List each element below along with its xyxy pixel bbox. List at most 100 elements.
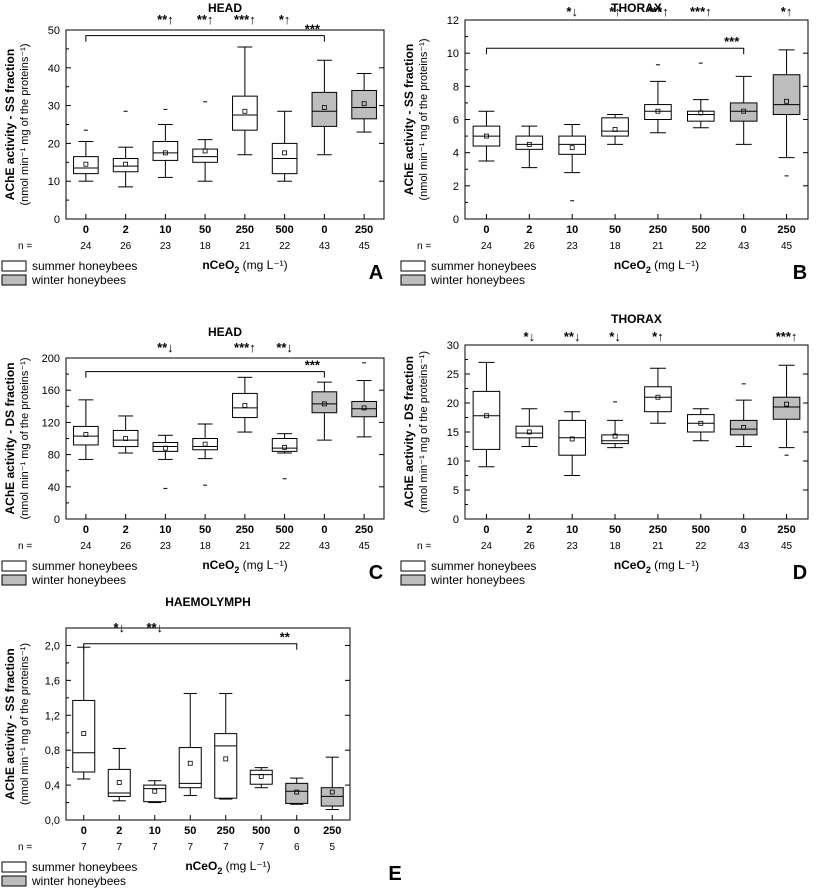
- sample-size-label: 45: [781, 241, 793, 252]
- sample-size-label: 45: [781, 541, 793, 552]
- box-summer-0: [73, 129, 99, 182]
- x-tick-label: 2: [116, 825, 122, 837]
- box-summer-250: [644, 64, 672, 134]
- legend-label-summer: summer honeybees: [32, 259, 137, 273]
- box-summer-50: [192, 423, 218, 486]
- x-tick-label: 500: [692, 224, 710, 236]
- mean-marker: [81, 731, 87, 736]
- x-axis-label-unit: (mg L⁻¹): [222, 859, 270, 873]
- legend-swatch-summer: [1, 861, 27, 873]
- x-axis-label-unit: (mg L⁻¹): [651, 258, 699, 272]
- x-tick-label: 2: [123, 224, 129, 236]
- sample-size-label: 24: [80, 241, 92, 252]
- x-tick-label: 250: [355, 524, 373, 536]
- x-tick-label: 250: [217, 825, 235, 837]
- box-iqr: [72, 699, 96, 773]
- x-tick-label: 0: [294, 825, 300, 837]
- panel-letter: E: [388, 863, 401, 885]
- y-tick-label: 10: [447, 456, 459, 468]
- box-summer-50: [178, 692, 202, 797]
- sample-size-label: 21: [239, 541, 251, 552]
- y-tick-label: 5: [453, 485, 459, 497]
- box-iqr: [112, 158, 139, 173]
- n-label: n =: [18, 842, 32, 853]
- box-iqr: [772, 74, 801, 116]
- x-tick-label: 250: [236, 524, 254, 536]
- box-iqr: [107, 768, 131, 797]
- x-axis-label-subscript: 2: [646, 565, 651, 575]
- x-tick-label: 10: [159, 224, 171, 236]
- x-tick-label: 10: [159, 524, 171, 536]
- legend-swatch-winter: [400, 274, 426, 286]
- mean-marker: [321, 105, 327, 110]
- legend-label-winter: winter honeybees: [31, 273, 126, 287]
- significance-marker: *↓: [609, 329, 621, 344]
- box-winter-250: [351, 362, 377, 438]
- y-tick-label: 8: [453, 81, 459, 93]
- box-winter-0: [311, 59, 338, 156]
- sample-size-label: 18: [200, 241, 212, 252]
- x-tick-label: 250: [323, 825, 341, 837]
- y-tick-label: 10: [447, 48, 459, 60]
- y-axis-sublabel: (nmol min⁻¹ mg of the proteins⁻¹): [19, 358, 31, 520]
- box-iqr: [601, 434, 629, 445]
- box-iqr: [644, 104, 672, 120]
- sample-size-label: 26: [120, 541, 132, 552]
- box-winter-0: [729, 75, 758, 145]
- comparison-bracket: [85, 35, 325, 42]
- y-axis-label: AChE activity - SS fraction: [3, 49, 17, 200]
- x-tick-label: 50: [199, 224, 211, 236]
- comparison-bracket: [85, 371, 325, 378]
- y-tick-label: 6: [453, 115, 459, 127]
- x-tick-label: 0: [83, 224, 89, 236]
- box-summer-250: [644, 367, 672, 424]
- mean-marker: [569, 145, 575, 151]
- significance-marker: *↑: [652, 329, 664, 344]
- x-axis-label-unit: (mg L⁻¹): [651, 558, 699, 572]
- x-axis-label-main: nCeO: [614, 258, 646, 272]
- box-summer-2: [107, 747, 131, 802]
- y-axis-sublabel: (nmol min⁻¹ mg of the proteins⁻¹): [19, 44, 31, 206]
- mean-marker: [202, 441, 208, 447]
- box-summer-500: [249, 767, 273, 789]
- mean-marker: [612, 433, 618, 439]
- y-tick-label: 0,8: [45, 745, 60, 757]
- y-axis-label: AChE activity - DS fraction: [402, 356, 416, 508]
- box-iqr: [192, 438, 218, 451]
- y-tick-label: 1,2: [45, 710, 60, 722]
- x-tick-label: 250: [355, 224, 373, 236]
- panel-letter: A: [369, 262, 383, 284]
- mean-marker: [526, 141, 532, 147]
- chart-title: HAEMOLYMPH: [165, 595, 251, 609]
- box-summer-500: [687, 62, 715, 129]
- legend-label-summer: summer honeybees: [32, 860, 137, 874]
- y-tick-label: 4: [453, 148, 459, 160]
- mean-marker: [242, 403, 248, 408]
- significance-marker: *↑: [781, 4, 793, 19]
- legend-label-winter: winter honeybees: [430, 273, 525, 287]
- y-tick-label: 20: [48, 138, 60, 150]
- box-iqr: [232, 392, 258, 419]
- box-winter-250: [320, 756, 344, 811]
- panel-letter: D: [793, 562, 807, 584]
- mean-marker: [655, 394, 661, 400]
- x-tick-label: 10: [566, 224, 578, 236]
- box-summer-50: [192, 101, 218, 182]
- box-summer-10: [558, 123, 586, 202]
- sample-size-label: 45: [359, 541, 371, 552]
- sample-size-label: 7: [187, 842, 193, 853]
- sample-size-label: 21: [652, 241, 664, 252]
- sample-size-label: 18: [610, 541, 622, 552]
- mean-marker: [741, 424, 747, 430]
- sample-size-label: 24: [481, 241, 493, 252]
- chart-title: THORAX: [611, 1, 662, 15]
- significance-marker: **↓: [146, 620, 163, 635]
- mean-marker: [484, 133, 489, 139]
- sample-size-label: 26: [524, 241, 536, 252]
- y-tick-label: 25: [447, 369, 459, 381]
- box-iqr: [729, 419, 758, 436]
- chart-title: HEAD: [208, 1, 242, 15]
